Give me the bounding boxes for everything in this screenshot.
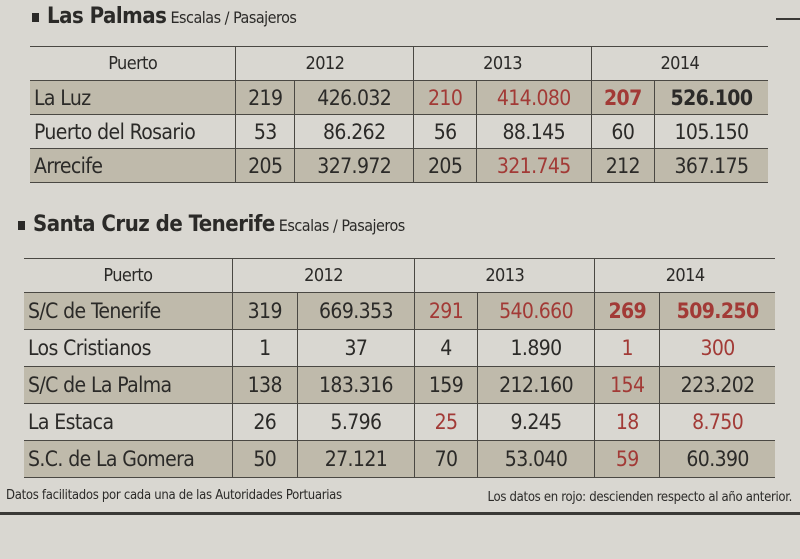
header-puerto: Puerto	[24, 258, 233, 293]
bottom-rule	[0, 512, 800, 515]
escalas-cell: 59	[594, 440, 661, 478]
red-data-note: Los datos en rojo: descienden respecto a…	[487, 490, 793, 505]
bullet-icon	[18, 220, 25, 230]
pasajeros-cell: 105.150	[653, 114, 768, 149]
section-title: Santa Cruz de Tenerife	[33, 212, 275, 237]
escalas-cell: 53	[235, 114, 296, 149]
escalas-cell: 1	[231, 329, 298, 367]
table-row: S.C. de La Gomera 50 27.121 70 53.040 59 60.39…	[24, 440, 775, 478]
escalas-cell: 205	[413, 148, 477, 183]
port-name: S.C. de La Gomera	[24, 440, 233, 478]
port-name: Arrecife	[30, 148, 237, 183]
pasajeros-cell: 1.890	[476, 329, 596, 367]
pasajeros-cell: 53.040	[476, 440, 596, 478]
escalas-cell: 219	[235, 80, 296, 115]
pasajeros-cell: 60.390	[659, 440, 775, 478]
pasajeros-cell: 414.080	[475, 80, 592, 115]
escalas-cell: 159	[414, 366, 478, 404]
escalas-cell: 205	[235, 148, 296, 183]
escalas-cell: 154	[594, 366, 661, 404]
escalas-cell: 138	[231, 366, 298, 404]
table-row: La Estaca 26 5.796 25 9.245 18 8.750	[24, 403, 775, 441]
pasajeros-cell: 540.660	[476, 292, 596, 330]
escalas-cell: 4	[414, 329, 478, 367]
header-year: 2012	[231, 258, 416, 293]
escalas-cell: 18	[594, 403, 661, 441]
las-palmas-table: Puerto 2012 2013 2014 La Luz 219 426.032 210 414…	[30, 46, 768, 183]
escalas-cell: 291	[414, 292, 478, 330]
tenerife-table: Puerto 2012 2013 2014 S/C de Tenerife 319 669.…	[24, 258, 775, 478]
pasajeros-cell: 367.175	[653, 148, 768, 183]
header-year: 2014	[594, 258, 775, 293]
escalas-cell: 319	[231, 292, 298, 330]
header-row: Puerto 2012 2013 2014	[24, 258, 775, 293]
pasajeros-cell: 27.121	[296, 440, 416, 478]
escalas-cell: 60	[590, 114, 655, 149]
pasajeros-cell: 9.245	[476, 403, 596, 441]
port-name: Los Cristianos	[24, 329, 233, 367]
section-title: Las Palmas	[47, 4, 167, 29]
source-note: Datos facilitados por cada una de las Au…	[6, 488, 342, 503]
table-row: S/C de La Palma 138 183.316 159 212.160 154 22…	[24, 366, 775, 404]
escalas-cell: 56	[413, 114, 477, 149]
header-year: 2013	[413, 46, 592, 81]
pasajeros-cell: 669.353	[296, 292, 416, 330]
pasajeros-cell: 183.316	[296, 366, 416, 404]
port-name: Puerto del Rosario	[30, 114, 237, 149]
pasajeros-cell: 327.972	[294, 148, 415, 183]
pasajeros-cell: 212.160	[476, 366, 596, 404]
column-rule	[776, 18, 800, 20]
pasajeros-cell: 8.750	[659, 403, 775, 441]
escalas-cell: 207	[590, 80, 655, 115]
section-subtitle: Escalas / Pasajeros	[170, 8, 297, 27]
pasajeros-cell: 223.202	[659, 366, 775, 404]
table-row: Arrecife 205 327.972 205 321.745 212 367.175	[30, 148, 768, 183]
bullet-icon	[32, 12, 39, 22]
pasajeros-cell: 321.745	[475, 148, 592, 183]
table-row: La Luz 219 426.032 210 414.080 207 526.100	[30, 80, 768, 115]
pasajeros-cell: 88.145	[475, 114, 592, 149]
escalas-cell: 25	[414, 403, 478, 441]
pasajeros-cell: 5.796	[296, 403, 416, 441]
escalas-cell: 70	[414, 440, 478, 478]
header-year: 2014	[590, 46, 768, 81]
escalas-cell: 269	[594, 292, 661, 330]
header-year: 2013	[414, 258, 596, 293]
header-row: Puerto 2012 2013 2014	[30, 46, 768, 81]
port-name: S/C de Tenerife	[24, 292, 233, 330]
header-year: 2012	[235, 46, 415, 81]
pasajeros-cell: 37	[296, 329, 416, 367]
port-name: S/C de La Palma	[24, 366, 233, 404]
pasajeros-cell: 526.100	[653, 80, 768, 115]
tenerife-title: Santa Cruz de Tenerife Escalas / Pasajero…	[18, 212, 405, 237]
pasajeros-cell: 86.262	[294, 114, 415, 149]
port-name: La Luz	[30, 80, 237, 115]
port-name: La Estaca	[24, 403, 233, 441]
pasajeros-cell: 300	[659, 329, 775, 367]
pasajeros-cell: 426.032	[294, 80, 415, 115]
header-puerto: Puerto	[30, 46, 237, 81]
section-subtitle: Escalas / Pasajeros	[278, 216, 405, 235]
escalas-cell: 210	[413, 80, 477, 115]
escalas-cell: 1	[594, 329, 661, 367]
escalas-cell: 212	[590, 148, 655, 183]
escalas-cell: 26	[231, 403, 298, 441]
las-palmas-title: Las Palmas Escalas / Pasajeros	[32, 4, 297, 29]
table-row: Puerto del Rosario 53 86.262 56 88.145 60 105.…	[30, 114, 768, 149]
escalas-cell: 50	[231, 440, 298, 478]
table-row: Los Cristianos 1 37 4 1.890 1 300	[24, 329, 775, 367]
table-row: S/C de Tenerife 319 669.353 291 540.660 269 50…	[24, 292, 775, 330]
pasajeros-cell: 509.250	[659, 292, 775, 330]
